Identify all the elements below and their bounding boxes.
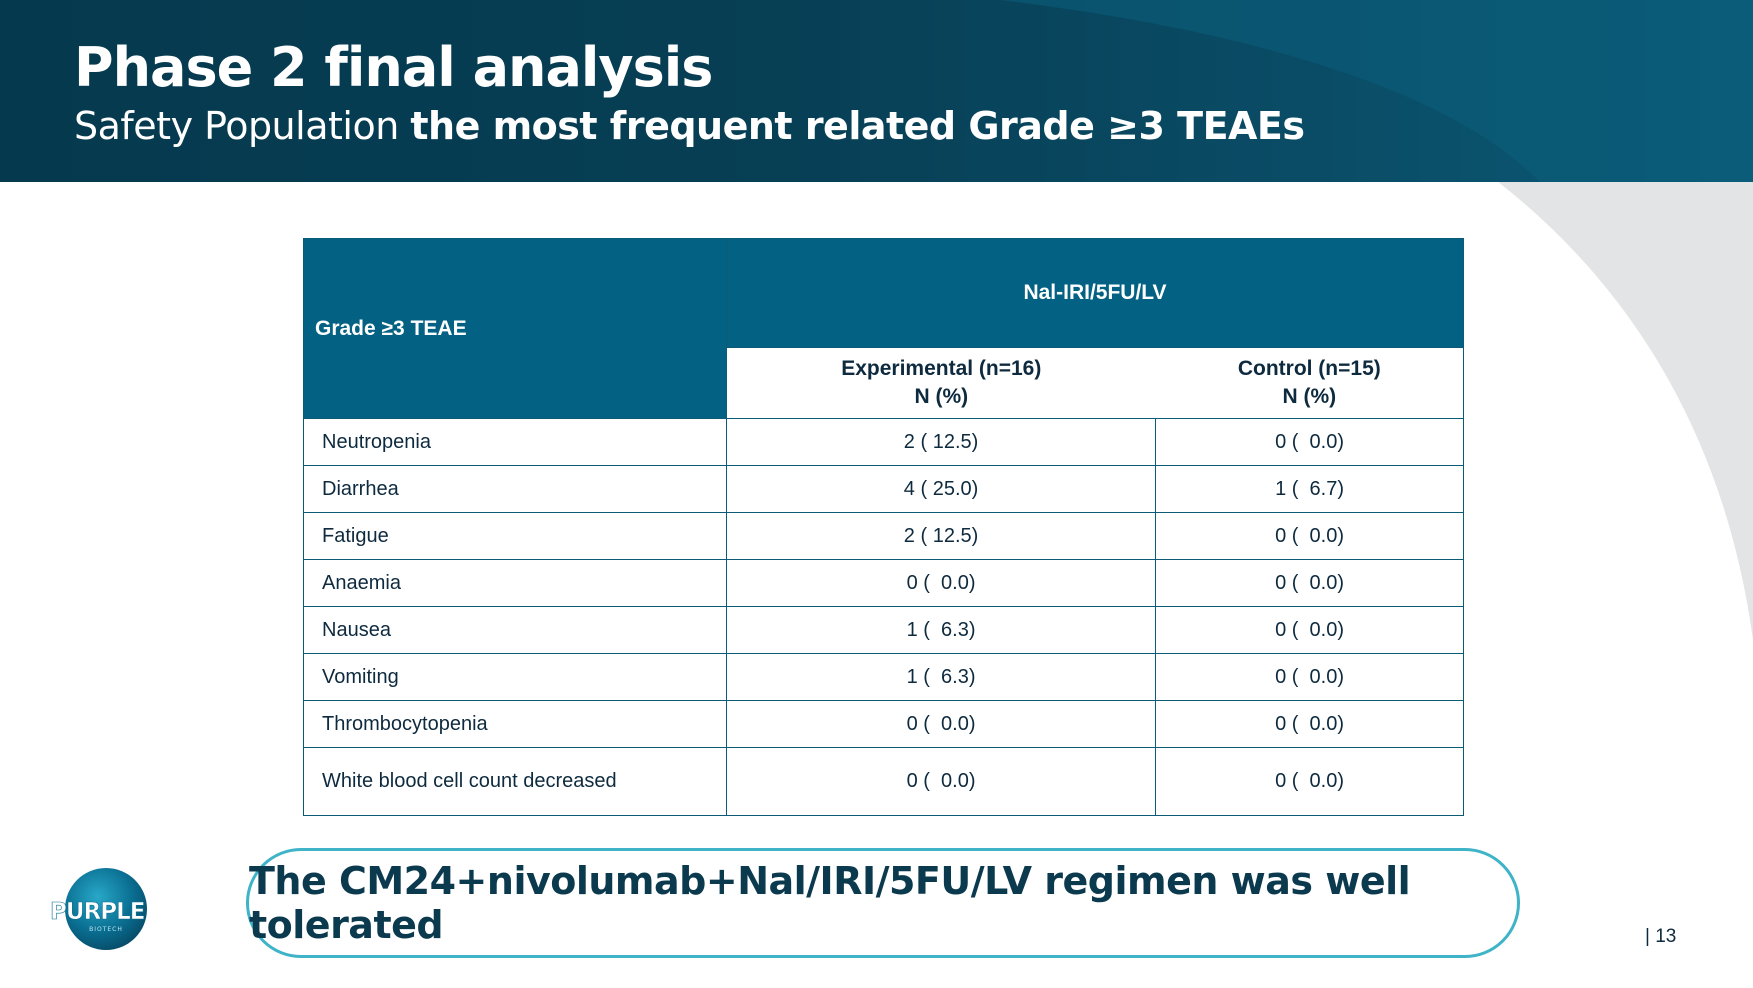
page-number: | 13: [1645, 926, 1677, 947]
table-row: Thrombocytopenia 0 ( 0.0) 0 ( 0.0): [303, 700, 1464, 748]
control-value: 1 ( 6.7): [1155, 465, 1464, 513]
experimental-value: 0 ( 0.0): [725, 747, 1157, 816]
experimental-value: 4 ( 25.0): [725, 465, 1157, 513]
svg-text:BIOTECH: BIOTECH: [89, 926, 123, 933]
table-row: Diarrhea 4 ( 25.0) 1 ( 6.7): [303, 465, 1464, 513]
table-row: Nausea 1 ( 6.3) 0 ( 0.0): [303, 606, 1464, 654]
experimental-value: 2 ( 12.5): [725, 512, 1157, 560]
event-name: Anaemia: [303, 559, 727, 607]
event-name: Thrombocytopenia: [303, 700, 727, 748]
event-name: Vomiting: [303, 653, 727, 701]
event-name: White blood cell count decreased: [303, 747, 727, 816]
event-name: Diarrhea: [303, 465, 727, 513]
control-value: 0 ( 0.0): [1155, 747, 1464, 816]
subtitle-bold: the most frequent related Grade ≥3 TEAEs: [410, 104, 1305, 148]
column-unit: N (%): [1282, 385, 1337, 408]
teae-table: Grade ≥3 TEAE Nal-IRI/5FU/LV Experimenta…: [303, 238, 1464, 816]
page-subtitle: Safety Population the most frequent rela…: [74, 104, 1305, 148]
column-header-control: Control (n=15) N (%): [1155, 347, 1464, 419]
experimental-value: 0 ( 0.0): [725, 559, 1157, 607]
control-value: 0 ( 0.0): [1155, 700, 1464, 748]
header-arc-highlight: [1000, 0, 1753, 182]
subtitle-light: Safety Population: [74, 104, 411, 148]
column-unit: N (%): [914, 385, 969, 408]
experimental-value: 1 ( 6.3): [725, 653, 1157, 701]
event-name: Nausea: [303, 606, 727, 654]
table-row: Vomiting 1 ( 6.3) 0 ( 0.0): [303, 653, 1464, 701]
event-name: Fatigue: [303, 512, 727, 560]
control-value: 0 ( 0.0): [1155, 512, 1464, 560]
header-band: Phase 2 final analysis Safety Population…: [0, 0, 1753, 182]
control-value: 0 ( 0.0): [1155, 559, 1464, 607]
experimental-value: 0 ( 0.0): [725, 700, 1157, 748]
table-row: Neutropenia 2 ( 12.5) 0 ( 0.0): [303, 418, 1464, 466]
control-value: 0 ( 0.0): [1155, 653, 1464, 701]
table-row: White blood cell count decreased 0 ( 0.0…: [303, 747, 1464, 816]
column-name: Control (n=15): [1237, 357, 1381, 380]
page-title: Phase 2 final analysis: [74, 36, 713, 99]
svg-text:PURPLE: PURPLE: [50, 899, 145, 925]
event-name: Neutropenia: [303, 418, 727, 466]
experimental-value: 1 ( 6.3): [725, 606, 1157, 654]
experimental-value: 2 ( 12.5): [725, 418, 1157, 466]
row-header-cell: Grade ≥3 TEAE: [303, 238, 727, 419]
conclusion-callout: The CM24+nivolumab+Nal/IRI/5FU/LV regime…: [246, 848, 1520, 958]
group-header-cell: Nal-IRI/5FU/LV: [726, 238, 1464, 348]
control-value: 0 ( 0.0): [1155, 418, 1464, 466]
purple-biotech-logo: PURPLE BIOTECH: [50, 868, 147, 950]
table-row: Fatigue 2 ( 12.5) 0 ( 0.0): [303, 512, 1464, 560]
column-name: Experimental (n=16): [841, 357, 1042, 380]
control-value: 0 ( 0.0): [1155, 606, 1464, 654]
column-header-experimental: Experimental (n=16) N (%): [726, 347, 1156, 419]
table-row: Anaemia 0 ( 0.0) 0 ( 0.0): [303, 559, 1464, 607]
